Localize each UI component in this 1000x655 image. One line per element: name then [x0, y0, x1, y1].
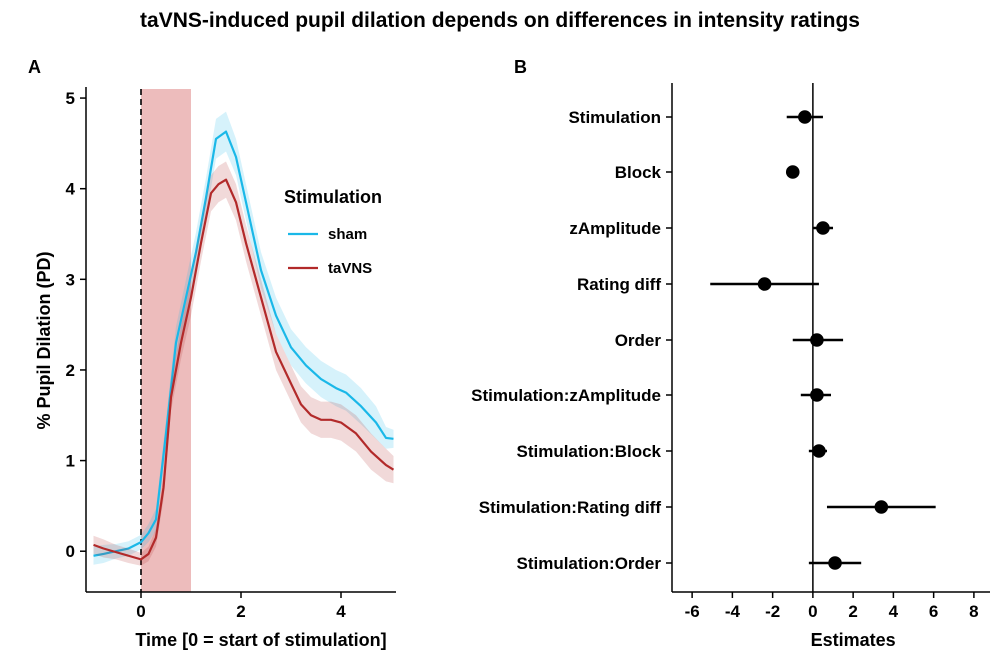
estimate-point-stimulation-rating-diff: [874, 500, 889, 514]
estimate-point-rating-diff: [757, 277, 772, 291]
y-tick-label: 1: [66, 452, 75, 471]
series-line-tavns: [93, 178, 395, 561]
x-tick-label: 6: [929, 602, 938, 621]
panel-b-x-axis-title: Estimates: [811, 630, 896, 650]
category-label-block: Block: [615, 163, 662, 182]
x-tick-label: -2: [765, 602, 780, 621]
band-sham: [93, 111, 394, 565]
y-tick-label: 4: [66, 180, 76, 199]
panel-b-plot-area: [710, 83, 936, 592]
y-tick-label: 2: [66, 361, 75, 380]
legend-title: Stimulation: [284, 187, 382, 207]
x-tick-label: 0: [808, 602, 817, 621]
panel-a-legend: Stimulation sham taVNS: [284, 187, 382, 277]
estimate-point-stimulation-order: [828, 556, 842, 570]
estimate-point-stimulation-block: [812, 444, 826, 458]
category-label-stimulation-order: Stimulation:Order: [516, 554, 661, 573]
estimate-point-block: [785, 165, 800, 179]
category-label-stimulation-block: Stimulation:Block: [516, 442, 661, 461]
category-label-zamplitude: zAmplitude: [569, 219, 661, 238]
category-label-order: Order: [615, 331, 662, 350]
x-tick-label: 8: [969, 602, 978, 621]
panel-a-label: A: [28, 57, 41, 77]
panel-a-x-axis-title: Time [0 = start of stimulation]: [135, 630, 386, 650]
y-tick-label: 0: [66, 542, 75, 561]
x-tick-label: 0: [136, 602, 145, 621]
x-tick-label: 4: [889, 602, 899, 621]
panel-b: B Stimulation Block zAmplitude Rating diff O…: [471, 57, 990, 650]
category-label-stimulation-zamplitude: Stimulation:zAmplitude: [471, 386, 661, 405]
y-tick-label: 3: [66, 270, 75, 289]
panel-a-plot-area: [93, 89, 395, 592]
category-label-stimulation: Stimulation: [568, 108, 661, 127]
panel-a: A 0 1 2 3 4 5 0 2 4 % Pupil Dilation (PD) Time […: [28, 57, 396, 650]
legend-label-tavns: taVNS: [328, 260, 372, 277]
category-label-rating-diff: Rating diff: [577, 275, 661, 294]
legend-label-sham: sham: [328, 226, 367, 243]
category-label-stimulation-rating-diff: Stimulation:Rating diff: [479, 498, 662, 517]
estimate-point-stimulation-zamplitude: [810, 388, 824, 402]
estimate-point-order: [810, 333, 824, 347]
panel-b-label: B: [514, 57, 527, 77]
estimate-point-stimulation: [798, 110, 812, 124]
stimulation-window: [141, 89, 191, 592]
panel-a-y-axis-title: % Pupil Dilation (PD): [34, 251, 54, 429]
y-tick-label: 5: [66, 89, 75, 108]
band-tavns: [93, 161, 394, 566]
x-tick-label: 2: [236, 602, 245, 621]
x-tick-label: 2: [848, 602, 857, 621]
x-tick-label: -6: [685, 602, 700, 621]
panel-b-axes: Stimulation Block zAmplitude Rating diff Ord…: [471, 83, 990, 621]
x-tick-label: 4: [336, 602, 346, 621]
figure-title: taVNS-induced pupil dilation depends on …: [140, 9, 860, 32]
series-line-sham: [93, 130, 394, 557]
panel-a-axes: 0 1 2 3 4 5 0 2 4: [66, 87, 396, 621]
x-tick-label: -4: [725, 602, 741, 621]
estimate-point-zamplitude: [816, 221, 830, 235]
